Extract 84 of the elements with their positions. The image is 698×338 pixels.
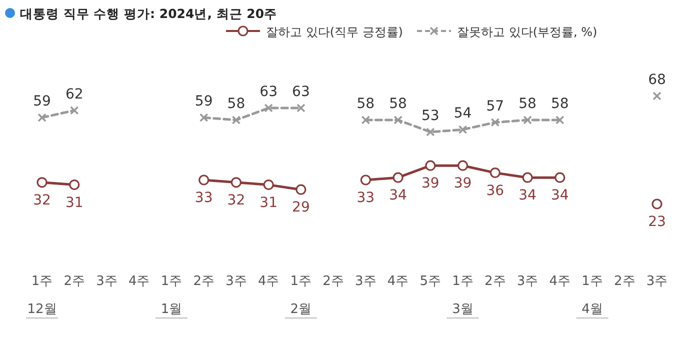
data-label: 58 bbox=[518, 96, 536, 112]
data-label: 39 bbox=[454, 176, 472, 192]
point bbox=[652, 92, 662, 100]
data-label: 36 bbox=[486, 182, 504, 199]
point bbox=[458, 125, 468, 134]
data-label: 54 bbox=[454, 106, 472, 122]
x-tick-label: 2주 bbox=[64, 274, 86, 289]
x-tick-label: 3주 bbox=[516, 274, 538, 289]
point bbox=[426, 128, 435, 136]
point bbox=[198, 174, 210, 186]
data-label: 32 bbox=[227, 192, 246, 208]
point bbox=[555, 116, 564, 124]
data-label: 57 bbox=[486, 98, 504, 114]
point bbox=[425, 160, 436, 171]
point bbox=[490, 168, 500, 178]
point bbox=[296, 104, 306, 112]
x-tick-label: 3주 bbox=[226, 274, 247, 289]
x-tick-label: 3주 bbox=[355, 274, 376, 289]
text: 4월 bbox=[582, 302, 603, 317]
data-label: 58 bbox=[550, 96, 569, 112]
data-label: 59 bbox=[194, 94, 213, 110]
data-label: 62 bbox=[65, 86, 84, 102]
legend-label: 잘못하고 있다(부정률, %) bbox=[457, 25, 598, 39]
data-label: 33 bbox=[194, 190, 213, 206]
point bbox=[457, 160, 468, 171]
point bbox=[392, 172, 404, 183]
point bbox=[230, 177, 242, 188]
x-tick-label: 4주 bbox=[549, 274, 571, 289]
point bbox=[523, 116, 532, 124]
point bbox=[522, 172, 533, 183]
x-tick-label: 3주 bbox=[96, 274, 118, 289]
data-label: 32 bbox=[33, 192, 51, 208]
point bbox=[199, 113, 208, 122]
data-label: 58 bbox=[227, 96, 246, 112]
text: 1월 bbox=[160, 302, 182, 317]
x-tick-label: 2주 bbox=[614, 274, 636, 289]
data-label: 34 bbox=[550, 188, 569, 204]
x-tick-label: 1주 bbox=[452, 274, 474, 289]
legend-label: 잘하고 있다(직무 긍정률) bbox=[266, 25, 403, 39]
x-tick-label: 4주 bbox=[128, 274, 150, 289]
point bbox=[36, 177, 48, 188]
data-label: 23 bbox=[648, 214, 666, 230]
x-tick-label: 1주 bbox=[290, 274, 312, 289]
x-tick-label: 4주 bbox=[387, 274, 409, 289]
data-label: 31 bbox=[260, 194, 278, 211]
text: 3월 bbox=[452, 302, 474, 317]
x-tick-label: 5주 bbox=[420, 274, 442, 289]
x-tick-label: 2주 bbox=[193, 274, 214, 289]
point bbox=[264, 104, 273, 112]
data-label: 33 bbox=[356, 190, 375, 206]
data-label: 63 bbox=[292, 84, 310, 100]
data-label: 58 bbox=[356, 96, 375, 112]
point bbox=[263, 180, 274, 190]
chart-title: 대통령 직무 수행 평가: 2024년, 최근 20주 bbox=[20, 6, 278, 21]
x-tick-label: 1주 bbox=[160, 274, 182, 289]
point bbox=[232, 116, 241, 124]
x-tick-label: 1주 bbox=[582, 274, 603, 289]
text: 12월 bbox=[27, 302, 57, 317]
x-tick-label: 1주 bbox=[31, 274, 53, 289]
point bbox=[490, 118, 500, 127]
point bbox=[69, 180, 80, 190]
point bbox=[652, 198, 662, 210]
data-label: 29 bbox=[292, 200, 310, 216]
point bbox=[554, 172, 566, 183]
x-tick-label: 2주 bbox=[322, 274, 344, 289]
text: 2월 bbox=[290, 302, 312, 317]
point bbox=[38, 113, 46, 122]
data-label: 53 bbox=[422, 108, 440, 124]
point bbox=[70, 106, 79, 115]
x-tick-label: 4주 bbox=[258, 274, 280, 289]
point bbox=[361, 116, 370, 124]
point bbox=[360, 174, 371, 186]
data-label: 59 bbox=[33, 94, 51, 110]
data-label: 34 bbox=[389, 188, 408, 204]
point bbox=[296, 184, 306, 195]
data-label: 39 bbox=[422, 176, 440, 192]
data-label: 58 bbox=[389, 96, 407, 112]
data-label: 34 bbox=[518, 188, 537, 204]
data-label: 63 bbox=[260, 84, 278, 100]
data-label: 68 bbox=[648, 72, 666, 88]
point bbox=[394, 116, 402, 124]
data-label: 31 bbox=[65, 194, 84, 211]
x-tick-label: 3주 bbox=[646, 274, 668, 289]
x-tick-label: 2주 bbox=[484, 274, 506, 289]
